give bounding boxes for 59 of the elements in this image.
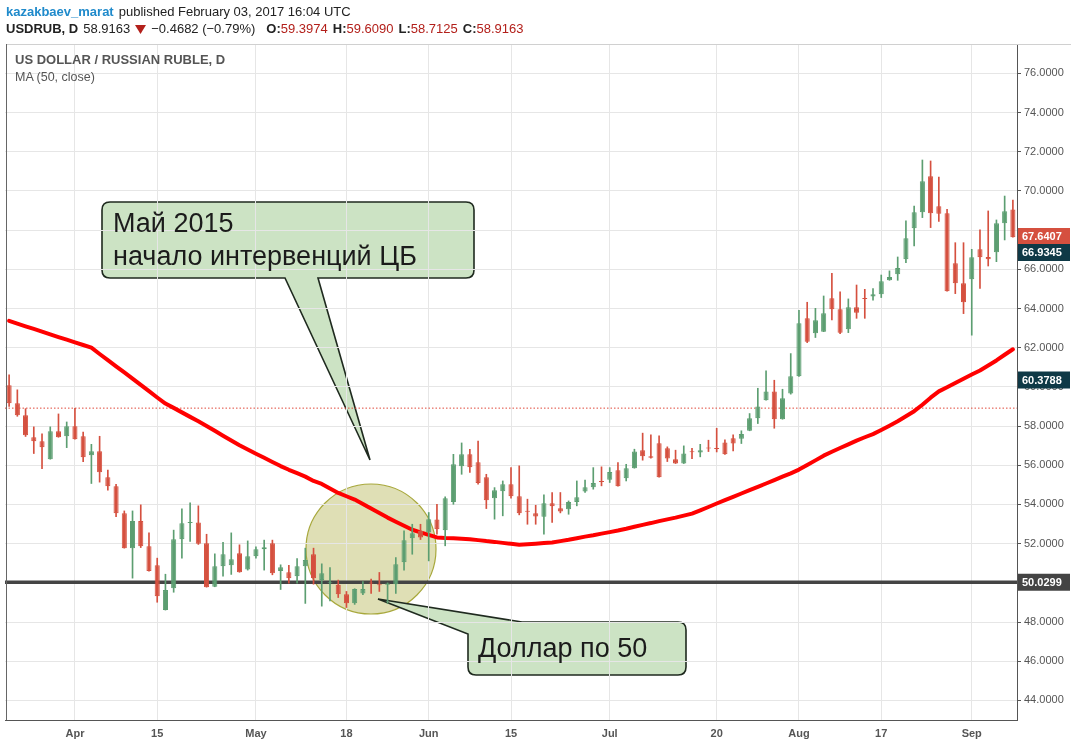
y-tick-label: 74.0000 (1024, 105, 1064, 118)
y-tick-label: 46.0000 (1024, 654, 1064, 667)
candlestick (549, 492, 555, 523)
candlestick (829, 272, 835, 321)
candlestick (500, 480, 506, 517)
candlestick (936, 176, 942, 222)
y-tick-label: 52.0000 (1024, 536, 1064, 549)
candlestick (697, 443, 703, 458)
x-tick-label: Sep (961, 726, 983, 739)
text: 58.9163 (83, 21, 131, 36)
candlestick (977, 229, 983, 289)
annotation: Доллар по 50 (478, 632, 648, 665)
x-tick-label: Jul (601, 726, 618, 739)
text: C:58.9163 (462, 21, 524, 36)
text: published February 03, 2017 16:04 UTC (118, 4, 351, 19)
y-tick-label: 56.0000 (1024, 458, 1064, 471)
candlestick (228, 532, 234, 575)
y-tick-label: 70.0000 (1024, 183, 1064, 196)
candlestick (39, 433, 45, 469)
annotation: Май 2015 начало интервенций ЦБ (113, 207, 417, 273)
text: 67.6407 (1022, 230, 1062, 243)
text: MA (50, close) (15, 70, 95, 84)
x-tick-label: 15 (504, 726, 518, 739)
x-tick-label: 18 (340, 726, 353, 739)
text: H:59.6090 (332, 21, 394, 36)
y-tick-label: 66.0000 (1024, 262, 1064, 275)
text: USDRUB, D (6, 21, 79, 36)
candlestick (574, 480, 580, 507)
candlestick (969, 249, 975, 336)
x-tick-label: 20 (710, 726, 723, 739)
y-tick-label: 72.0000 (1024, 144, 1064, 157)
x-tick-label: Jun (418, 726, 439, 739)
y-tick-label: 76.0000 (1024, 66, 1064, 79)
y-tick-label: 62.0000 (1024, 340, 1064, 353)
candlestick (319, 563, 325, 607)
candlestick (409, 523, 415, 555)
y-tick-label: 58.0000 (1024, 419, 1064, 432)
text: L:58.7125 (398, 21, 458, 36)
candlestick (302, 547, 308, 604)
candlestick (895, 256, 901, 281)
ref-line-label: 50.0299 (1022, 575, 1062, 588)
x-tick-label: 17 (875, 726, 888, 739)
text: US DOLLAR / RUSSIAN RUBLE, D (15, 52, 226, 67)
candlestick (870, 288, 876, 301)
y-tick-label: 48.0000 (1024, 615, 1064, 628)
y-tick-label: 44.0000 (1024, 693, 1064, 706)
text: −0.4682 (−0.79%) (151, 21, 256, 36)
candlestick (533, 504, 539, 525)
text: O:59.3974 (266, 21, 328, 36)
candlestick (31, 426, 37, 454)
text: 66.9345 (1022, 246, 1062, 259)
x-tick-label: Aug (788, 726, 810, 739)
y-tick-label: 54.0000 (1024, 497, 1064, 510)
x-tick-label: May (245, 726, 268, 739)
text: 60.3788 (1022, 373, 1062, 386)
y-tick-label: 64.0000 (1024, 301, 1064, 314)
text: kazakbaev_marat (6, 4, 114, 19)
x-tick-label: Apr (65, 726, 86, 739)
x-tick-label: 15 (151, 726, 164, 739)
